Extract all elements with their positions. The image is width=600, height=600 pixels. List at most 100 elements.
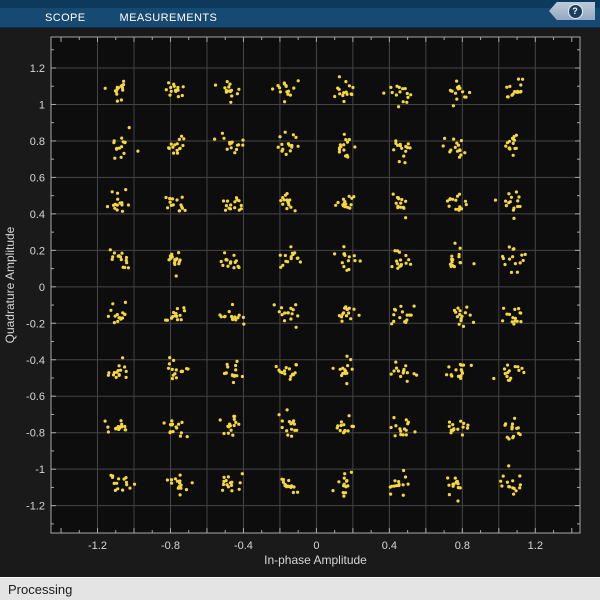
constellation-point — [165, 478, 169, 482]
constellation-point — [225, 199, 230, 203]
constellation-point — [296, 79, 300, 83]
constellation-point — [281, 480, 285, 484]
constellation-point — [286, 92, 290, 96]
constellation-point — [121, 488, 125, 492]
constellation-point — [353, 145, 357, 149]
constellation-point — [168, 200, 172, 204]
constellation-point — [223, 86, 227, 90]
constellation-point — [278, 253, 282, 257]
constellation-point — [447, 493, 451, 497]
constellation-point — [173, 143, 177, 147]
constellation-point — [510, 255, 515, 259]
constellation-point — [450, 429, 454, 433]
constellation-point — [404, 216, 408, 220]
constellation-point — [174, 425, 178, 429]
constellation-point — [457, 192, 462, 196]
constellation-point — [453, 476, 457, 480]
constellation-point — [174, 312, 178, 316]
constellation-point — [466, 423, 470, 427]
constellation-point — [185, 367, 189, 371]
constellation-point — [347, 84, 351, 88]
constellation-point — [234, 318, 238, 322]
constellation-point — [289, 205, 293, 209]
constellation-point — [404, 320, 408, 324]
constellation-point — [514, 133, 519, 137]
constellation-point — [396, 262, 400, 266]
constellation-point — [502, 306, 506, 310]
constellation-point — [398, 258, 403, 262]
constellation-point — [281, 196, 285, 200]
constellation-point — [516, 199, 520, 203]
constellation-point — [184, 488, 189, 492]
constellation-point — [455, 79, 459, 83]
help-button[interactable]: ? — [549, 2, 595, 20]
y-tick-label: 0.4 — [30, 209, 45, 221]
constellation-point — [175, 142, 179, 146]
y-tick-label: -0.6 — [26, 391, 45, 403]
constellation-point — [170, 316, 174, 320]
constellation-point — [345, 479, 349, 483]
constellation-point — [504, 144, 508, 148]
constellation-point — [283, 130, 287, 134]
constellation-point — [398, 90, 402, 94]
constellation-point — [289, 317, 293, 321]
constellation-point — [342, 99, 346, 104]
constellation-point — [341, 491, 345, 495]
constellation-point — [279, 265, 283, 269]
constellation-point — [107, 371, 111, 375]
constellation-point — [179, 431, 183, 435]
tab-measurements[interactable]: MEASUREMENTS — [119, 11, 218, 24]
constellation-point — [404, 199, 408, 203]
y-axis-label: Quadrature Amplitude — [3, 226, 17, 343]
constellation-point — [337, 150, 341, 154]
constellation-point — [285, 207, 289, 211]
constellation-point — [281, 202, 285, 206]
constellation-point — [103, 86, 107, 90]
constellation-point — [390, 322, 394, 326]
constellation-point — [237, 313, 241, 317]
constellation-point — [508, 84, 512, 88]
constellation-point — [120, 201, 124, 205]
constellation-point — [346, 429, 350, 433]
constellation-point — [280, 142, 284, 146]
constellation-point — [171, 430, 175, 434]
constellation-point — [399, 205, 403, 209]
constellation-point — [337, 480, 341, 484]
constellation-point — [463, 151, 467, 155]
constellation-point — [458, 148, 462, 152]
constellation-point — [391, 192, 395, 196]
constellation-point — [111, 373, 116, 377]
constellation-point — [112, 251, 116, 255]
constellation-point — [169, 85, 173, 90]
constellation-point — [343, 205, 347, 209]
constellation-point — [177, 251, 181, 255]
constellation-point — [403, 87, 407, 91]
constellation-point — [115, 85, 119, 89]
constellation-point — [230, 94, 234, 98]
constellation-point — [167, 362, 171, 366]
constellation-point — [175, 318, 180, 322]
constellation-point — [401, 87, 405, 91]
constellation-point — [280, 477, 284, 481]
constellation-point — [241, 143, 245, 147]
constellation-point — [293, 428, 297, 432]
constellation-point — [459, 363, 463, 367]
constellation-point — [218, 313, 222, 317]
constellation-point — [132, 482, 137, 486]
constellation-point — [126, 203, 130, 207]
constellation-point — [228, 142, 232, 146]
constellation-point — [445, 199, 450, 203]
tab-scope[interactable]: SCOPE — [45, 11, 86, 24]
x-tick-label: 0 — [313, 540, 319, 552]
constellation-point — [465, 426, 470, 430]
constellation-point — [180, 195, 184, 199]
constellation-point — [409, 262, 413, 266]
constellation-point — [449, 373, 453, 377]
constellation-point — [344, 138, 348, 142]
constellation-point — [458, 86, 462, 90]
constellation-point — [290, 372, 295, 376]
constellation-point — [402, 154, 406, 158]
constellation-point — [277, 413, 281, 417]
constellation-point — [447, 424, 451, 428]
constellation-point — [170, 252, 174, 256]
